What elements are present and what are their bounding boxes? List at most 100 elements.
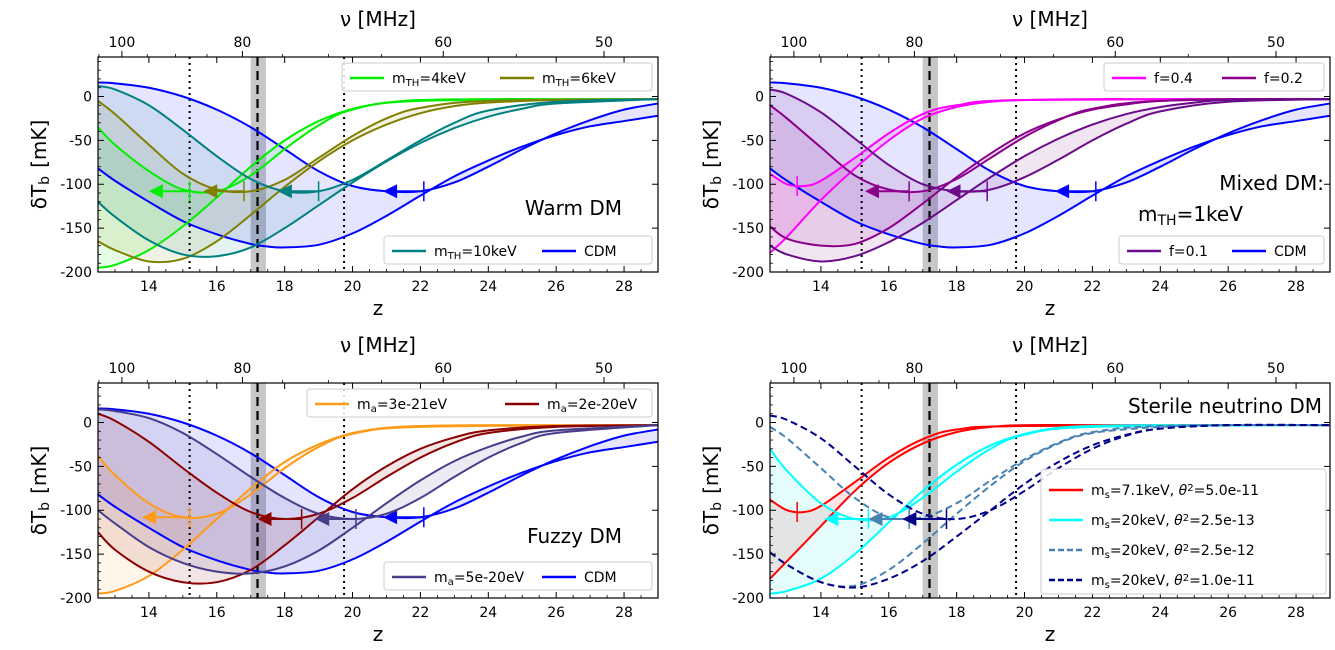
series-line-lower-1 — [770, 114, 1330, 249]
series-line-upper-2 — [770, 424, 1330, 522]
top-tick-label: 80 — [906, 35, 924, 51]
panel-label: Mixed DM: — [1219, 171, 1324, 195]
series-fill-3 — [98, 99, 658, 263]
series-fill-1 — [770, 82, 1330, 248]
y-tick-label: 0 — [755, 415, 764, 431]
legend-box — [1040, 468, 1327, 595]
x-tick-label: 24 — [1151, 279, 1169, 295]
legend-box — [306, 388, 653, 418]
x-tick-label: 14 — [812, 279, 830, 295]
uncertainty-band — [250, 383, 266, 598]
top-axis-label: ν [MHz] — [1012, 7, 1088, 31]
series-line-upper-3 — [770, 98, 1330, 194]
arrow-head-3 — [865, 184, 880, 199]
x-tick-label: 18 — [948, 605, 966, 621]
uncertainty-band — [250, 57, 266, 272]
x-tick-label: 22 — [412, 605, 430, 621]
x-tick-label: 16 — [208, 605, 226, 621]
arrow-head-2 — [824, 512, 839, 527]
series-line-upper-4 — [770, 88, 1330, 193]
arrow-head-4 — [946, 184, 961, 199]
arrow-head-1 — [1055, 184, 1070, 199]
legend-label: ma=2e-20eV — [547, 397, 638, 415]
legend-label: mTH=10keV — [434, 244, 517, 262]
x-tick-label: 26 — [1219, 605, 1237, 621]
arrow-head-4 — [902, 512, 917, 527]
top-tick-label: 60 — [434, 361, 452, 377]
chart-panel-3: 14 16 18 20 22 24 26 28 0 -50 -100 -150 -200 100 80 60 5… — [27, 333, 659, 646]
series-line-upper-2 — [98, 424, 658, 519]
arrow-head-3 — [868, 512, 883, 527]
series-line-upper-2 — [770, 98, 1330, 188]
legend-label: ms=20keV, θ2=2.5e-13 — [1091, 513, 1255, 531]
y-tick-label: -100 — [60, 177, 92, 193]
x-tick-label: 22 — [412, 279, 430, 295]
series-line-upper-1 — [98, 81, 658, 194]
x-tick-label: 28 — [1287, 279, 1305, 295]
series-line-lower-3 — [770, 423, 1330, 588]
series-fill-4 — [98, 85, 658, 257]
top-axis-label: ν [MHz] — [340, 333, 416, 357]
y-axis-label: δTb[mK] — [27, 120, 53, 210]
top-tick-label: 50 — [595, 35, 613, 51]
x-tick-label: 14 — [140, 605, 158, 621]
y-tick-label: -50 — [69, 459, 92, 475]
y-axis-label: δTb[mK] — [27, 446, 53, 536]
legend-label: f=0.1 — [1169, 244, 1208, 260]
y-tick-label: -150 — [60, 547, 92, 563]
y-axis-label-text: δTb[mK] — [27, 120, 53, 210]
series-fill-4 — [770, 89, 1330, 262]
chart-panel-2: 14 16 18 20 22 24 26 28 0 -50 -100 -150 -200 100 80 60 5… — [699, 7, 1331, 320]
series-line-lower-4 — [98, 424, 658, 575]
legend-label: ma=3e-21eV — [357, 397, 448, 415]
x-tick-label: 22 — [1084, 279, 1102, 295]
panel-label: Sterile neutrino DM — [1128, 394, 1322, 418]
series-line-lower-4 — [98, 98, 658, 258]
y-tick-label: -200 — [60, 591, 92, 607]
y-tick-label: -200 — [60, 265, 92, 281]
series-line-upper-2 — [98, 98, 658, 194]
x-tick-label: 28 — [615, 605, 633, 621]
arrow-head-4 — [277, 184, 292, 199]
series-line-lower-3 — [98, 424, 658, 585]
x-axis-label: z — [1045, 622, 1056, 646]
top-tick-label: 80 — [906, 361, 924, 377]
x-tick-label: 16 — [880, 279, 898, 295]
y-tick-label: -200 — [732, 591, 764, 607]
plot-area — [770, 383, 1330, 598]
series-line-lower-1 — [98, 440, 658, 575]
y-tick-label: 0 — [755, 89, 764, 105]
x-tick-label: 20 — [1016, 279, 1034, 295]
y-tick-label: -50 — [69, 133, 92, 149]
x-tick-label: 26 — [547, 279, 565, 295]
x-tick-label: 18 — [276, 279, 294, 295]
legend-label: mTH=4keV — [392, 71, 466, 89]
x-tick-label: 28 — [615, 279, 633, 295]
legend-label: ma=5e-20eV — [434, 570, 525, 588]
x-tick-label: 20 — [1016, 605, 1034, 621]
x-tick-label: 16 — [208, 279, 226, 295]
legend-label: f=0.2 — [1264, 71, 1303, 87]
series-line-upper-3 — [770, 424, 1330, 521]
x-tick-label: 14 — [812, 605, 830, 621]
x-tick-label: 16 — [880, 605, 898, 621]
plot-area — [98, 57, 658, 272]
top-tick-label: 50 — [595, 361, 613, 377]
y-tick-label: 0 — [83, 415, 92, 431]
arrow-head-1 — [383, 510, 398, 525]
legend-box — [383, 235, 653, 265]
panel-label: Fuzzy DM — [527, 524, 622, 548]
legend-label: mTH=6keV — [542, 71, 616, 89]
top-tick-label: 100 — [109, 361, 136, 377]
x-tick-label: 22 — [1084, 605, 1102, 621]
legend-box — [341, 62, 653, 92]
y-tick-label: 0 — [83, 89, 92, 105]
x-tick-label: 20 — [344, 279, 362, 295]
y-axis-label-text: δTb[mK] — [699, 446, 725, 536]
series-line-upper-1 — [770, 81, 1330, 194]
arrow-head-2 — [148, 184, 163, 199]
plot-frame — [769, 56, 1331, 273]
top-tick-label: 60 — [1106, 361, 1124, 377]
series-line-lower-3 — [98, 98, 658, 264]
